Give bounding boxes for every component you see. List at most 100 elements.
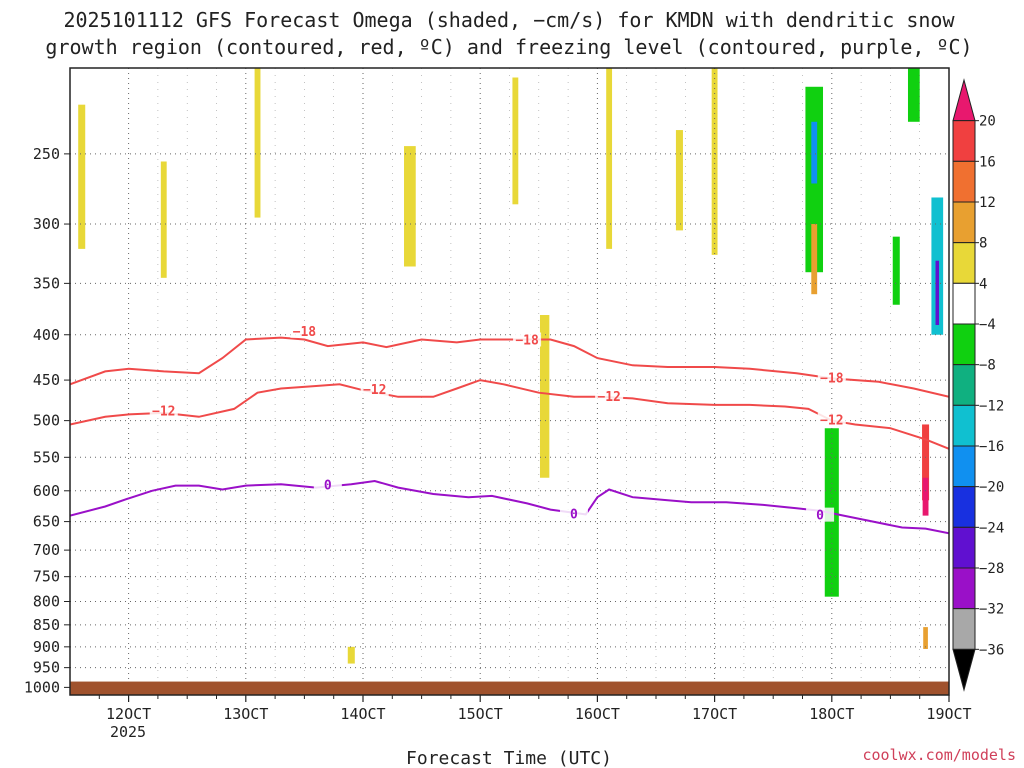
y-tick-label: 450 [33, 371, 60, 389]
x-axis: 12OCT 13OCT 14OCT 15OCT 16OCT 17OCT 18OCT 19OCT [98, 695, 972, 723]
plot-background [70, 68, 949, 695]
colorbar-box [952, 567, 976, 610]
x-tick-label: 16OCT [575, 705, 620, 723]
contour-label: 0 [570, 507, 578, 522]
contour-label-bg [149, 403, 178, 418]
contour-label: −12 [363, 383, 386, 398]
contour-label-bg [313, 477, 342, 492]
colorbar-label: −36 [979, 642, 1004, 658]
omega-cell [675, 130, 683, 231]
contour-label-bg [595, 388, 624, 403]
colorbar: 20 16 12 8 4 −4 −8 −12 −16 −20 −24 −28 −32 −36 [952, 78, 1004, 692]
contour-label: −18 [293, 325, 317, 340]
colorbar-label: −12 [979, 398, 1004, 414]
omega-cell [78, 104, 86, 249]
colorbar-box [952, 486, 976, 528]
colorbar-label: −16 [979, 439, 1004, 455]
colorbar-box [952, 282, 976, 325]
y-tick-label: 650 [33, 513, 60, 531]
colorbar-label: 4 [979, 276, 987, 292]
omega-cell [404, 146, 416, 267]
x-tick-label: 15OCT [458, 705, 503, 723]
contour-label-bg [817, 370, 846, 385]
colorbar-box [952, 160, 976, 203]
colorbar-box [952, 526, 976, 569]
contour-label-bg [817, 412, 846, 427]
y-tick-label: 850 [33, 616, 60, 634]
omega-cell [811, 224, 818, 295]
credit-link[interactable]: coolwx.com/models [862, 746, 1016, 764]
omega-cell [711, 68, 718, 255]
colorbar-bottom-arrow [952, 648, 976, 692]
y-tick-label: 400 [33, 326, 60, 344]
omega-cell [539, 315, 550, 478]
contour-label-bg [806, 507, 835, 522]
y-tick-label: 600 [33, 482, 60, 500]
contour-label-bg [290, 323, 319, 338]
contour-layer: −18 −18 −18 −12 −12 −12 −12 0 0 0 [70, 323, 949, 535]
omega-cell [907, 68, 920, 122]
y-tick-label: 550 [33, 448, 60, 466]
colorbar-label: 8 [979, 236, 987, 252]
y-tick-label: 1000 [24, 678, 60, 696]
y-axis: 250 300 350 400 450 500 550 600 650 700 750 800 850 9… [24, 145, 70, 696]
contour-label: −18 [515, 333, 539, 348]
dendritic-contour [70, 336, 949, 398]
y-tick-label: 350 [33, 274, 60, 292]
colorbar-box [952, 404, 976, 447]
x-tick-label: 13OCT [223, 705, 268, 723]
colorbar-box [952, 608, 976, 650]
x-tick-label: 14OCT [340, 705, 385, 723]
contour-label-bg [559, 506, 588, 521]
y-tick-label: 750 [33, 568, 60, 586]
dendritic-contour [70, 379, 949, 450]
omega-cell [606, 68, 613, 249]
omega-cell [160, 161, 167, 278]
omega-cell [922, 477, 929, 516]
y-tick-label: 300 [33, 215, 60, 233]
colorbar-label: −28 [979, 561, 1004, 577]
colorbar-label: −32 [979, 602, 1004, 618]
colorbar-box [952, 120, 976, 162]
colorbar-label: 12 [979, 195, 996, 211]
x-tick-label: 18OCT [809, 705, 854, 723]
colorbar-box [952, 445, 976, 488]
contour-label: −18 [820, 371, 844, 386]
y-tick-label: 800 [33, 593, 60, 611]
contour-label: −12 [597, 390, 620, 405]
y-tick-label: 950 [33, 659, 60, 677]
colorbar-box [952, 242, 976, 284]
contour-label-bg [360, 382, 389, 397]
year-label: 2025 [110, 723, 146, 741]
colorbar-box [952, 201, 976, 244]
contour-label-bg [513, 332, 542, 347]
ground-surface [70, 681, 949, 695]
y-tick-label: 900 [33, 638, 60, 656]
omega-cell [811, 121, 818, 184]
x-axis-label: Forecast Time (UTC) [406, 748, 612, 768]
omega-cell [923, 627, 928, 649]
colorbar-label: −4 [979, 317, 996, 333]
contour-label: −12 [820, 414, 843, 429]
omega-cell [512, 77, 519, 205]
contour-label: 0 [324, 479, 332, 494]
x-tick-label: 19OCT [926, 705, 971, 723]
x-tick-label: 12OCT [106, 705, 151, 723]
chart-title-line1: 2025101112 GFS Forecast Omega (shaded, −… [63, 8, 955, 32]
contour-label: −12 [152, 404, 175, 419]
plot-area: −18 −18 −18 −12 −12 −12 −12 0 0 0 [70, 68, 949, 695]
colorbar-box [952, 323, 976, 366]
x-tick-label: 17OCT [692, 705, 737, 723]
ground-layer [70, 681, 949, 695]
omega-cell [892, 236, 900, 305]
colorbar-box [952, 364, 976, 406]
colorbar-label: 20 [979, 114, 996, 130]
colorbar-top-arrow [952, 78, 976, 122]
y-tick-label: 500 [33, 412, 60, 430]
colorbar-label: −8 [979, 358, 996, 374]
omega-cell [922, 424, 930, 501]
y-tick-label: 700 [33, 541, 60, 559]
contour-label: 0 [816, 509, 824, 524]
colorbar-label: 16 [979, 154, 996, 170]
